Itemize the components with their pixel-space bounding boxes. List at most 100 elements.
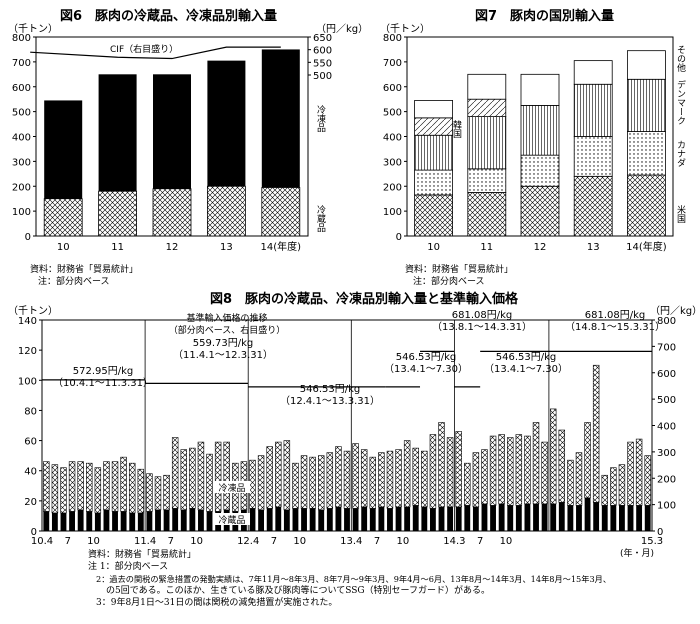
fig7-bar-segment <box>467 192 507 237</box>
fig7-bar-segment <box>627 174 666 237</box>
fig7-label-canada: カナダ <box>675 140 686 167</box>
fig8-bar-frozen <box>77 461 84 511</box>
fig6-frozen-label: 冷凍品 <box>315 104 326 133</box>
fig6-right-tick-label: 550 <box>313 58 332 69</box>
fig6-right-tick-label: 500 <box>313 71 332 82</box>
fig6-left-tick-label: 600 <box>12 83 31 94</box>
fig8-bar-frozen <box>507 437 514 506</box>
fig8-x-label: 7 <box>271 536 277 547</box>
fig8-bar-chilled <box>378 506 385 531</box>
fig8-bar-frozen <box>163 474 170 511</box>
fig8-bar-frozen <box>635 438 643 506</box>
fig8-bar-chilled <box>412 505 419 531</box>
fig8-price-label: 681.08円/kg <box>452 310 513 321</box>
fig7-label-korea: 韓国 <box>451 120 462 139</box>
fig7-bar-segment <box>467 116 507 170</box>
fig8-price-label: 572.95円/kg <box>73 366 134 377</box>
fig8-bar-chilled <box>576 505 582 531</box>
fig8-bar-chilled <box>344 508 350 531</box>
fig8-bar-frozen <box>627 441 634 506</box>
fig7-left-tick-label: 600 <box>383 83 402 94</box>
fig6-source: 資料：財務省「貿易統計」 <box>30 263 138 275</box>
fig6-cif-label: CIF（右目盛り） <box>110 43 178 55</box>
fig8-frozen-label: 冷凍品 <box>218 482 245 494</box>
fig7-bar-segment <box>414 100 454 119</box>
fig8-frozen-label-bg <box>214 481 250 493</box>
fig6-bar-frozen <box>44 100 83 199</box>
fig8-bar-chilled <box>524 503 531 531</box>
fig8-chilled-label: 冷蔵品 <box>218 514 245 526</box>
fig8-bar-chilled <box>472 506 479 531</box>
fig8-price-label: 546.53円/kg <box>396 352 457 363</box>
fig7-bar-segment <box>573 175 613 237</box>
fig8-x-label: 11.4 <box>134 536 156 547</box>
fig8-bar-chilled <box>567 505 574 531</box>
fig8-bar-frozen <box>386 450 394 509</box>
fig8-bar-chilled <box>541 503 548 531</box>
fig8-price-label: 546.53円/kg <box>300 384 361 395</box>
fig6-title: 図6 豚肉の冷蔵品、冷凍品別輸入量 <box>60 8 277 24</box>
fig6-bar-frozen <box>207 60 246 187</box>
fig8-bar-chilled <box>77 509 84 531</box>
fig7-bar-segment <box>627 78 666 132</box>
fig8-x-suffix: (年・月) <box>620 547 654 559</box>
fig8-bar-chilled <box>498 503 505 531</box>
fig8-bar-frozen <box>300 455 308 509</box>
fig8-bar-frozen <box>180 449 187 511</box>
fig6-x-label: 10 <box>57 242 70 253</box>
fig7-bar-segment <box>573 60 613 85</box>
fig6-bar-frozen <box>98 74 137 192</box>
fig8-bar-frozen <box>567 459 574 506</box>
fig8-bar-frozen <box>369 456 376 509</box>
fig8-bar-chilled <box>558 502 565 531</box>
fig8-bar-chilled <box>163 509 170 531</box>
fig8-bar-chilled <box>129 512 136 531</box>
fig8-bar-frozen <box>335 446 342 508</box>
fig7-bar-segment <box>414 117 454 136</box>
fig8-note-2: 2：過去の関税の緊急措置の発動実績は、7年11月～8年3月、8年7月～9年3月、… <box>96 574 612 584</box>
fig8-bar-chilled <box>361 506 368 531</box>
fig6-left-tick-label: 800 <box>12 33 31 44</box>
fig7-bar-segment <box>467 168 507 193</box>
fig6-x-label: 11 <box>111 242 124 253</box>
fig8-bar-frozen <box>51 464 59 514</box>
fig8-bar-chilled <box>464 505 471 531</box>
fig8-bar-frozen <box>137 468 145 514</box>
fig8-bar-chilled <box>206 511 213 531</box>
fig8-bar-chilled <box>447 506 454 531</box>
fig6-bar-chilled <box>206 185 246 237</box>
fig7-left-tick-label: 800 <box>383 33 402 44</box>
fig8-x-label: 10 <box>190 536 203 547</box>
fig8-bar-frozen <box>86 462 93 512</box>
fig7-left-tick-label: 700 <box>383 58 402 69</box>
fig8-bar-chilled <box>601 505 608 531</box>
fig8-bar-frozen <box>257 455 265 511</box>
fig8-bar-chilled <box>266 508 273 531</box>
fig8-bar-chilled <box>627 505 634 531</box>
fig8-bar-frozen <box>481 449 488 505</box>
fig8-bar-frozen <box>249 459 256 509</box>
fig8-bar-frozen <box>223 441 230 511</box>
fig8-bar-frozen <box>189 447 196 509</box>
fig8-bar-frozen <box>197 441 205 511</box>
fig8-price-label: 559.73円/kg <box>193 338 254 349</box>
fig8-bar-frozen <box>429 434 437 509</box>
fig8-bar-chilled <box>481 503 488 531</box>
fig8-bar-chilled <box>507 505 514 531</box>
fig6-right-unit: （円／kg） <box>316 23 368 35</box>
fig7-title: 図7 豚肉の国別輸入量 <box>475 8 614 24</box>
fig8-left-tick-label: 0 <box>31 527 37 538</box>
fig6-x-label: 12 <box>166 242 179 253</box>
fig8-bar-chilled <box>429 508 436 531</box>
fig8-bar-chilled <box>309 508 316 531</box>
fig8-bar-chilled <box>189 508 196 531</box>
fig8-left-tick-label: 80 <box>24 406 37 417</box>
fig8-note-source: 資料：財務省「貿易統計」 <box>88 550 197 560</box>
fig8-x-label: 7 <box>374 536 380 547</box>
fig8-bar-chilled <box>103 509 110 531</box>
fig8-bar-chilled <box>610 505 617 531</box>
fig8-bar-chilled <box>43 511 50 531</box>
fig8-bar-chilled <box>550 503 557 531</box>
fig8-bar-frozen <box>421 450 428 508</box>
